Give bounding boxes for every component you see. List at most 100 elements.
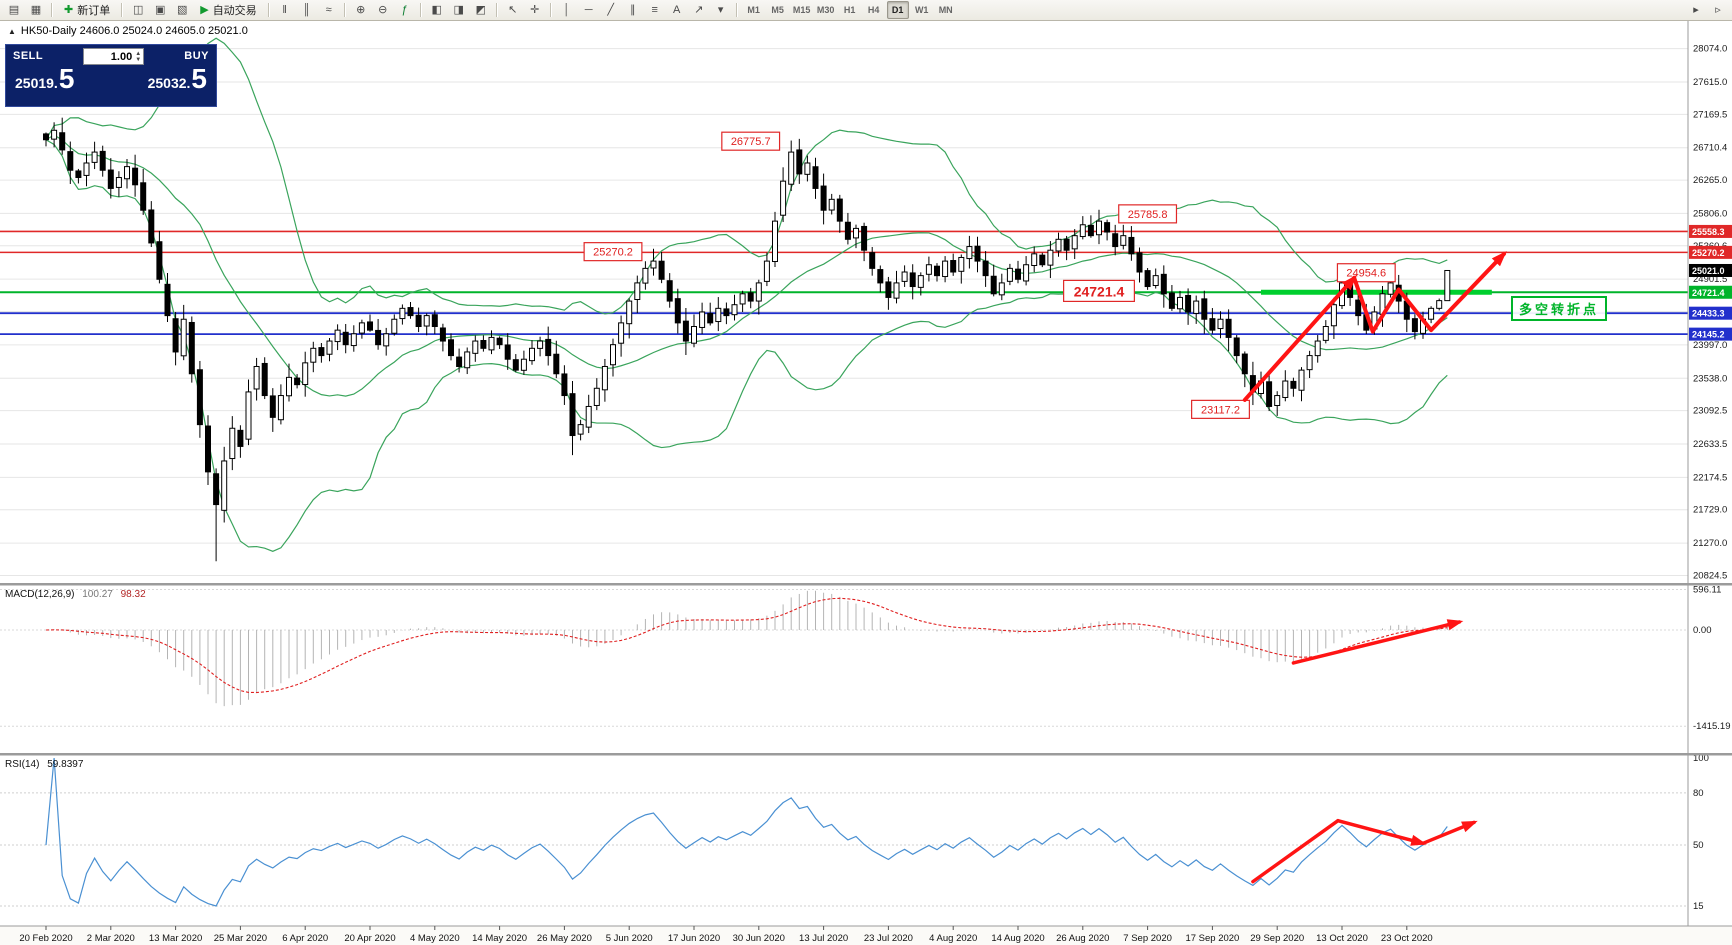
arrange-windows-icon[interactable]: ◩: [471, 1, 491, 19]
svg-text:-1415.19: -1415.19: [1693, 721, 1731, 732]
sell-button[interactable]: SELL: [13, 50, 44, 62]
buy-price[interactable]: 25032. 5: [147, 63, 207, 94]
timeframe-h1[interactable]: H1: [843, 5, 856, 15]
buy-button[interactable]: BUY: [184, 50, 209, 62]
timeframe-w1[interactable]: W1: [914, 5, 929, 15]
bars-chart-icon[interactable]: ‖: [275, 1, 295, 19]
svg-text:25806.0: 25806.0: [1693, 208, 1727, 219]
svg-text:25270.2: 25270.2: [593, 247, 633, 259]
text-tool-icon: A: [673, 3, 681, 16]
svg-text:21270.0: 21270.0: [1693, 538, 1727, 549]
timeframe-m1[interactable]: M1: [747, 5, 760, 15]
strategy-tester-icon: ▣: [155, 3, 166, 16]
svg-text:23538.0: 23538.0: [1693, 373, 1727, 384]
tile-windows-icon[interactable]: ◧: [427, 1, 447, 19]
toolbar-separator: [267, 3, 270, 17]
indicators-icon[interactable]: ƒ: [395, 1, 415, 19]
trendline-icon[interactable]: ╱: [601, 1, 621, 19]
svg-text:2 Mar 2020: 2 Mar 2020: [87, 933, 135, 944]
channel-icon[interactable]: ∥: [623, 1, 643, 19]
auto-scroll-icon: ▸: [1693, 3, 1699, 16]
auto-scroll-icon[interactable]: ▸: [1686, 1, 1706, 19]
svg-text:23117.2: 23117.2: [1201, 404, 1240, 416]
new-order-button: ✚: [64, 3, 74, 16]
one-click-collapse-icon[interactable]: ▲: [8, 27, 16, 36]
volume-stepper[interactable]: 1.00 ▲ ▼: [83, 48, 145, 65]
new-order-button[interactable]: ✚ 新订单: [64, 3, 111, 17]
trade-panel-top-row: SELL 1.00 ▲ ▼ BUY: [6, 45, 216, 65]
svg-text:20824.5: 20824.5: [1693, 570, 1727, 581]
market-watch-icon[interactable]: ▤: [4, 1, 24, 19]
toolbar-separator: [419, 3, 422, 17]
svg-text:80: 80: [1693, 788, 1704, 799]
rsi-value: 59.8397: [47, 759, 84, 770]
text-tool-icon[interactable]: A: [667, 1, 687, 19]
buy-price-main: 25032.: [147, 75, 191, 91]
trade-panel-prices: 25019. 5 25032. 5: [6, 63, 216, 94]
cursor-icon: ↖: [508, 3, 518, 16]
horizontal-line-icon[interactable]: ─: [579, 1, 599, 19]
auto-trading-button[interactable]: ▶ 自动交易: [200, 3, 257, 17]
svg-text:26 May 2020: 26 May 2020: [537, 933, 592, 944]
timeframe-mn[interactable]: MN: [938, 5, 953, 15]
arrow-tool-icon[interactable]: ↗: [689, 1, 709, 19]
svg-text:0.00: 0.00: [1693, 625, 1712, 636]
svg-text:14 May 2020: 14 May 2020: [472, 933, 527, 944]
candles-chart-icon: ║: [302, 3, 311, 16]
toolbar-separator: [549, 3, 552, 17]
buy-price-big-digit: 5: [191, 63, 207, 94]
terminal-icon: ▧: [177, 3, 188, 16]
svg-text:100: 100: [1693, 753, 1709, 764]
chart-window-icon[interactable]: ◫: [128, 1, 148, 19]
svg-text:5 Jun 2020: 5 Jun 2020: [606, 933, 653, 944]
turning-point-label[interactable]: 多空转折点: [1511, 296, 1608, 321]
macd-indicator-label: MACD(12,26,9) 100.27 98.32: [5, 589, 146, 600]
svg-text:23 Jul 2020: 23 Jul 2020: [864, 933, 913, 944]
timeframe-m30[interactable]: M30: [816, 5, 835, 15]
svg-text:23997.0: 23997.0: [1693, 340, 1727, 351]
zoom-in-icon[interactable]: ⊕: [351, 1, 371, 19]
volume-value[interactable]: 1.00: [110, 50, 133, 63]
chart-shift-icon[interactable]: ▹: [1708, 1, 1728, 19]
timeframe-m5[interactable]: M5: [771, 5, 784, 15]
chart-title: ▲ HK50-Daily 24606.0 25024.0 24605.0 2502…: [8, 25, 248, 37]
candles-chart-icon[interactable]: ║: [297, 1, 317, 19]
vertical-line-icon[interactable]: │: [557, 1, 577, 19]
chart-canvas[interactable]: 26775.7 25270.2 25785.8 24954.6 24721.4 23117…: [0, 20, 1732, 945]
svg-text:25021.0: 25021.0: [1692, 266, 1725, 276]
svg-text:7 Sep 2020: 7 Sep 2020: [1123, 933, 1172, 944]
crosshair-icon[interactable]: ✛: [525, 1, 545, 19]
timeframe-h4[interactable]: H4: [867, 5, 880, 15]
svg-text:24954.6: 24954.6: [1346, 268, 1386, 280]
svg-text:30 Jun 2020: 30 Jun 2020: [733, 933, 785, 944]
svg-text:27169.5: 27169.5: [1693, 109, 1727, 120]
svg-text:4 Aug 2020: 4 Aug 2020: [929, 933, 977, 944]
terminal-icon[interactable]: ▧: [172, 1, 192, 19]
zoom-out-icon: ⊖: [378, 3, 388, 16]
line-chart-icon[interactable]: ≈: [319, 1, 339, 19]
volume-up-icon[interactable]: ▲: [135, 50, 142, 57]
zoom-out-icon[interactable]: ⊖: [373, 1, 393, 19]
strategy-tester-icon[interactable]: ▣: [150, 1, 170, 19]
svg-text:13 Jul 2020: 13 Jul 2020: [799, 933, 848, 944]
sell-price[interactable]: 25019. 5: [15, 65, 74, 93]
svg-text:13 Oct 2020: 13 Oct 2020: [1316, 933, 1368, 944]
toolbar-separator: [735, 3, 738, 17]
shapes-dropdown-icon[interactable]: ▾: [711, 1, 731, 19]
svg-text:14 Aug 2020: 14 Aug 2020: [991, 933, 1044, 944]
market-watch-icon: ▤: [8, 3, 20, 16]
svg-text:27615.0: 27615.0: [1693, 77, 1727, 88]
navigator-icon[interactable]: ▦: [26, 1, 46, 19]
trendline-icon: ╱: [607, 3, 614, 16]
cursor-icon[interactable]: ↖: [503, 1, 523, 19]
channel-icon: ∥: [629, 3, 636, 16]
volume-down-icon[interactable]: ▼: [135, 56, 142, 63]
rsi-indicator-label: RSI(14) 59.8397: [5, 759, 83, 770]
timeframe-d1[interactable]: D1: [886, 1, 909, 19]
fibonacci-icon[interactable]: ≡: [645, 1, 665, 19]
svg-text:22633.5: 22633.5: [1693, 439, 1727, 450]
svg-text:24145.2: 24145.2: [1692, 330, 1725, 340]
timeframe-m15[interactable]: M15: [792, 5, 811, 15]
crosshair-icon: ✛: [530, 3, 540, 16]
cascade-windows-icon[interactable]: ◨: [449, 1, 469, 19]
